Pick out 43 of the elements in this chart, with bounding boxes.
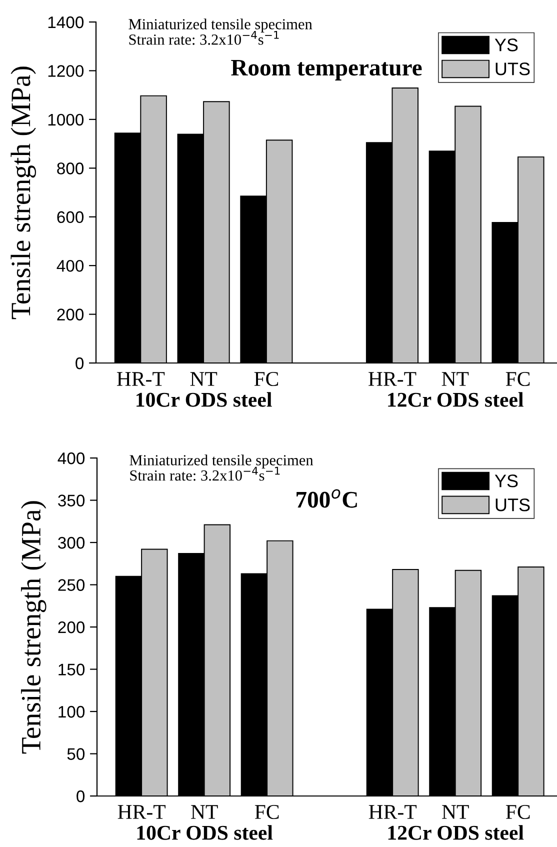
x-tick-label: HR-T: [116, 372, 165, 386]
y-tick-label: 200: [58, 621, 85, 634]
x-tick-label: FC: [254, 372, 278, 386]
x-tick-label: FC: [506, 372, 530, 386]
text: 12Cr ODS steel: [388, 825, 524, 840]
y-tick-label: 300: [58, 536, 85, 549]
y-tick-label: 1400: [48, 16, 84, 28]
annotation: Miniaturized tensile specimen: [128, 18, 312, 32]
y-tick-label: 400: [56, 260, 84, 272]
y-tick-label: 600: [57, 211, 84, 224]
legend-label: YS: [494, 38, 518, 52]
text: 10Cr ODS steel: [136, 392, 272, 407]
text: Room temperature: [231, 60, 422, 80]
y-tick-label: 150: [58, 664, 85, 676]
annotation: Miniaturized tensile specimen: [130, 454, 314, 468]
text: 12Cr ODS steel: [388, 392, 524, 407]
y-tick-label: 100: [58, 706, 85, 718]
y-axis-title: Tensile strength (MPa): [21, 501, 46, 754]
x-tick-label: NT: [191, 805, 218, 819]
y-axis-title: Tensile strength (MPa): [10, 66, 36, 320]
legend-label: YS: [494, 474, 518, 488]
x-tick-label: FC: [254, 804, 279, 819]
y-tick-label: 200: [57, 308, 84, 320]
text: 10Cr ODS steel: [137, 825, 273, 840]
y-tick-label: 1200: [48, 65, 84, 77]
y-tick-label: 350: [58, 494, 85, 506]
x-tick-label: FC: [506, 804, 530, 819]
x-tick-label: NT: [442, 805, 469, 819]
legend-label: UTS: [496, 62, 530, 76]
x-tick-label: NT: [190, 372, 218, 386]
x-tick-label: HR-T: [368, 372, 416, 386]
y-tick-label: 400: [58, 452, 85, 464]
x-tick-label: NT: [442, 372, 469, 386]
y-tick-label: 1000: [48, 114, 84, 126]
legend-label: UTS: [496, 498, 530, 512]
y-tick-label: 250: [58, 579, 85, 591]
y-tick-label: 800: [57, 162, 84, 174]
y-tick-label: 0: [76, 790, 85, 802]
x-tick-label: HR-T: [368, 805, 417, 819]
y-tick-label: 0: [76, 357, 84, 370]
x-tick-label: HR-T: [118, 805, 166, 819]
text: 700$^{o}$C: [296, 489, 357, 508]
y-tick-label: 50: [67, 748, 85, 760]
